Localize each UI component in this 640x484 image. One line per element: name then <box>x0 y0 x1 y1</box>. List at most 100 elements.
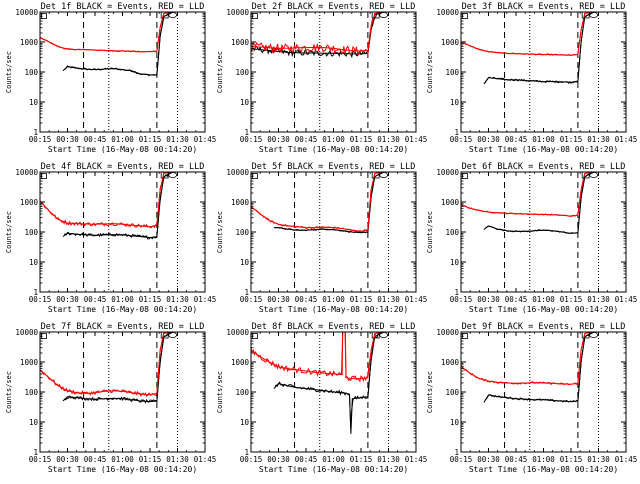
x-tick-label: 00:30 <box>477 135 500 144</box>
corner-square-marker <box>462 173 468 179</box>
y-axis-label: Counts/sec <box>426 371 434 413</box>
series-line-events <box>63 12 205 77</box>
x-axis-label: Start Time (16-May-08 00:14:20) <box>469 305 618 314</box>
oval-marker <box>379 331 389 338</box>
x-axis-label: Start Time (16-May-08 00:14:20) <box>48 145 197 154</box>
y-tick-label: 1000 <box>231 38 250 47</box>
oval-marker <box>589 171 599 178</box>
corner-square-marker <box>252 173 258 179</box>
x-tick-label: 00:30 <box>267 295 290 304</box>
x-tick-label: 01:15 <box>560 295 583 304</box>
x-tick-label: 00:30 <box>477 455 500 464</box>
x-axis-label: Start Time (16-May-08 00:14:20) <box>259 305 408 314</box>
chart-panel-3: Det 3f BLACK = Events, RED = LLD 1 10 100 10… <box>426 2 637 154</box>
x-tick-label: 00:15 <box>29 135 52 144</box>
x-tick-label: 00:15 <box>240 295 263 304</box>
series-line-lld <box>251 332 416 383</box>
oval-marker <box>379 11 389 18</box>
x-tick-label: 00:15 <box>240 455 263 464</box>
x-tick-label: 00:30 <box>56 135 79 144</box>
series-line-lld <box>40 12 205 53</box>
y-tick-label: 100 <box>235 68 249 77</box>
series-line-lld <box>461 172 626 218</box>
x-tick-label: 01:30 <box>166 135 189 144</box>
oval-marker <box>168 171 178 178</box>
x-tick-label: 01:00 <box>532 455 555 464</box>
y-tick-label: 1 <box>33 448 38 457</box>
x-tick-label: 01:45 <box>615 455 638 464</box>
plot-frame <box>39 331 206 453</box>
x-tick-label: 01:00 <box>532 295 555 304</box>
x-tick-label: 00:15 <box>29 455 52 464</box>
y-tick-label: 10000 <box>436 8 459 17</box>
x-tick-label: 01:30 <box>166 295 189 304</box>
y-tick-label: 1000 <box>231 358 250 367</box>
y-tick-label: 10000 <box>226 328 249 337</box>
y-tick-label: 1 <box>33 128 38 137</box>
chart-panel-7: Det 7f BLACK = Events, RED = LLD 1 10 100 10… <box>5 322 216 474</box>
chart-title: Det 6f BLACK = Events, RED = LLD <box>462 162 626 172</box>
y-tick-label: 10 <box>29 258 39 267</box>
y-tick-label: 100 <box>24 228 38 237</box>
x-tick-label: 00:45 <box>84 135 107 144</box>
x-tick-label: 00:45 <box>84 295 107 304</box>
y-tick-label: 1 <box>454 288 459 297</box>
y-tick-label: 10 <box>450 98 460 107</box>
series-line-events <box>484 332 626 403</box>
chart-panel-9: Det 9f BLACK = Events, RED = LLD 1 10 100 10… <box>426 322 637 474</box>
x-tick-label: 00:15 <box>240 135 263 144</box>
x-tick-label: 01:30 <box>377 295 400 304</box>
y-tick-label: 10000 <box>436 328 459 337</box>
y-tick-label: 10 <box>29 98 39 107</box>
x-tick-label: 00:30 <box>56 295 79 304</box>
oval-marker <box>168 11 178 18</box>
x-tick-label: 01:30 <box>587 455 610 464</box>
chart-panel-8: Det 8f BLACK = Events, RED = LLD 1 10 100 10… <box>216 322 427 474</box>
series-line-events <box>251 12 416 59</box>
x-tick-label: 01:45 <box>405 295 428 304</box>
series-line-lld <box>40 172 205 229</box>
y-tick-label: 1000 <box>441 198 460 207</box>
y-tick-label: 1 <box>244 448 249 457</box>
y-tick-label: 100 <box>445 68 459 77</box>
chart-title: Det 4f BLACK = Events, RED = LLD <box>41 162 205 172</box>
x-tick-label: 01:15 <box>139 295 162 304</box>
series-vertices-lld <box>40 332 205 396</box>
series-vertices-lld <box>251 332 416 380</box>
y-tick-label: 10000 <box>15 8 38 17</box>
x-tick-label: 01:30 <box>377 135 400 144</box>
y-tick-label: 1000 <box>441 38 460 47</box>
x-tick-label: 00:15 <box>450 455 473 464</box>
x-tick-label: 00:45 <box>505 135 528 144</box>
y-tick-label: 10000 <box>15 328 38 337</box>
chart-title: Det 2f BLACK = Events, RED = LLD <box>252 2 416 12</box>
y-tick-label: 10 <box>240 418 250 427</box>
y-tick-label: 10000 <box>436 168 459 177</box>
y-tick-label: 10000 <box>15 168 38 177</box>
x-tick-label: 01:00 <box>322 135 345 144</box>
y-tick-label: 100 <box>235 388 249 397</box>
x-tick-label: 00:30 <box>267 455 290 464</box>
x-tick-label: 01:45 <box>194 135 217 144</box>
oval-marker <box>379 171 389 178</box>
corner-square-marker <box>462 13 468 19</box>
x-axis-label: Start Time (16-May-08 00:14:20) <box>469 465 618 474</box>
series-line-events <box>274 172 416 234</box>
series-line-events <box>484 12 626 85</box>
x-tick-label: 00:45 <box>505 295 528 304</box>
x-tick-label: 01:30 <box>587 135 610 144</box>
x-tick-label: 01:30 <box>166 455 189 464</box>
series-vertices-lld <box>461 172 626 217</box>
y-axis-label: Counts/sec <box>5 211 13 253</box>
x-tick-label: 01:45 <box>615 295 638 304</box>
y-axis-label: Counts/sec <box>5 51 13 93</box>
x-axis-label: Start Time (16-May-08 00:14:20) <box>48 305 197 314</box>
y-tick-label: 1 <box>244 288 249 297</box>
plot-frame <box>460 11 627 133</box>
x-tick-label: 00:30 <box>56 455 79 464</box>
x-tick-label: 01:45 <box>405 135 428 144</box>
y-tick-label: 10000 <box>226 168 249 177</box>
chart-title: Det 3f BLACK = Events, RED = LLD <box>462 2 626 12</box>
x-tick-label: 01:00 <box>532 135 555 144</box>
series-vertices-lld <box>40 172 205 228</box>
